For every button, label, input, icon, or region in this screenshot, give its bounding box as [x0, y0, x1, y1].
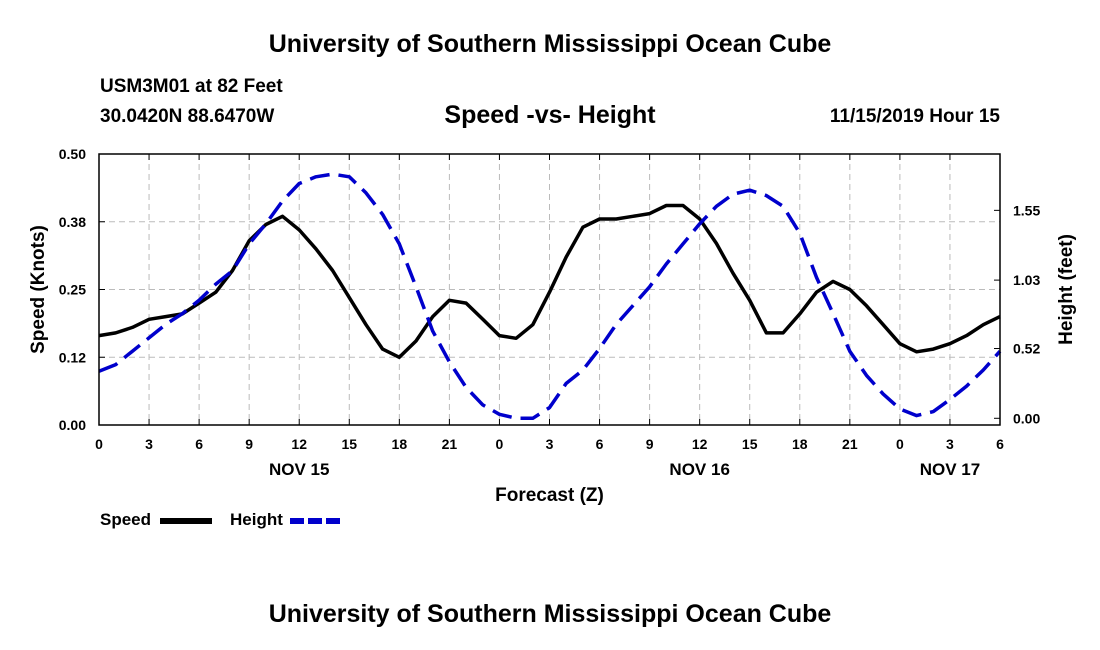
x-tick-label: 9: [646, 436, 654, 452]
x-tick-label: 6: [195, 436, 203, 452]
y2-tick-label: 0.00: [1013, 410, 1040, 426]
axis-labels: 0 3 6 9 12 15 18 21 0 3 6 9 12 15 18 21 0 3 6 0.00 0.12 0.25 0…: [28, 146, 1077, 506]
x-tick-label: 6: [996, 436, 1004, 452]
forecast-datetime: 11/15/2019 Hour 15: [829, 106, 1000, 127]
x-tick-label: 12: [692, 436, 708, 452]
coordinates-label: 30.0420N 88.6470W: [100, 106, 275, 127]
y2-tick-label: 1.55: [1013, 202, 1040, 218]
x-tick-label: 3: [546, 436, 554, 452]
y-tick-label: 0.38: [59, 214, 86, 230]
x-tick-label: 15: [742, 436, 758, 452]
y2-tick-label: 0.52: [1013, 341, 1040, 357]
x-tick-label: 9: [245, 436, 253, 452]
x-tick-label: 0: [896, 436, 904, 452]
x-tick-label: 21: [442, 436, 458, 452]
x-tick-label: 12: [291, 436, 307, 452]
series-line-speed: [98, 203, 1001, 360]
y2-axis-title: Height (feet): [1056, 234, 1077, 345]
footer-title: University of Southern Mississippi Ocean…: [268, 600, 832, 628]
grid-lines: [99, 154, 1000, 425]
series-line-height: [98, 172, 1002, 421]
day-label: NOV 17: [920, 460, 980, 479]
legend: Speed Height: [100, 510, 342, 529]
x-tick-label: 6: [596, 436, 604, 452]
x-tick-label: 15: [341, 436, 357, 452]
y-tick-label: 0.00: [59, 417, 86, 433]
x-tick-label: 3: [145, 436, 153, 452]
chart-title: Speed -vs- Height: [444, 101, 656, 129]
day-label: NOV 16: [669, 460, 729, 479]
x-axis-title: Forecast (Z): [495, 485, 604, 506]
x-tick-label: 0: [95, 436, 103, 452]
y-tick-label: 0.12: [59, 349, 86, 365]
page-title: University of Southern Mississippi Ocean…: [268, 30, 832, 58]
day-label: NOV 15: [269, 460, 329, 479]
y-tick-label: 0.25: [59, 282, 86, 298]
y-axis-title: Speed (Knots): [28, 225, 49, 354]
x-tick-label: 18: [392, 436, 408, 452]
x-tick-label: 21: [842, 436, 858, 452]
legend-label-height: Height: [230, 510, 283, 529]
legend-label-speed: Speed: [100, 510, 151, 529]
x-tick-label: 3: [946, 436, 954, 452]
series-lines: [98, 172, 1002, 421]
x-tick-label: 0: [496, 436, 504, 452]
station-label: USM3M01 at 82 Feet: [100, 76, 283, 97]
y2-tick-label: 1.03: [1013, 272, 1040, 288]
x-tick-label: 18: [792, 436, 808, 452]
y-tick-label: 0.50: [59, 146, 86, 162]
axis-ticks: [98, 153, 1001, 426]
